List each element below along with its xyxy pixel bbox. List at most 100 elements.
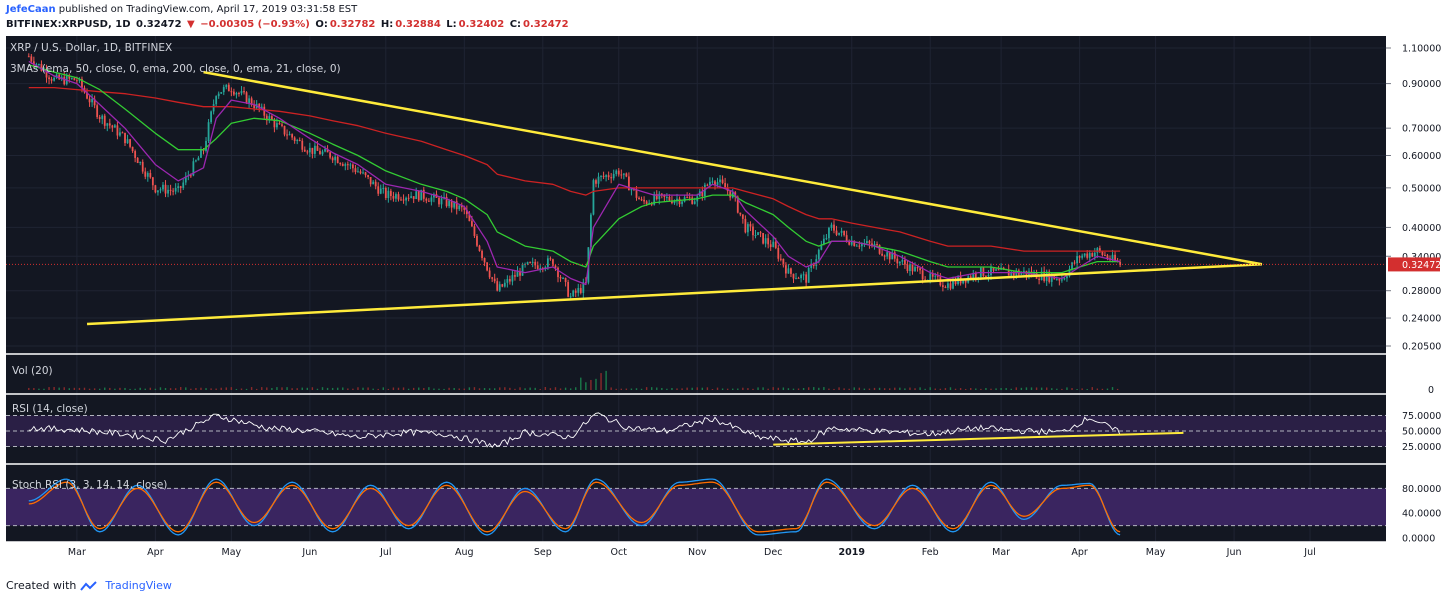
candle-body — [747, 224, 749, 233]
candle-body — [445, 196, 448, 207]
candle-body — [291, 134, 294, 138]
candle-body — [91, 98, 93, 103]
candle-body — [572, 290, 575, 297]
volume-bar — [919, 387, 921, 390]
candle-body — [807, 267, 810, 283]
stoch-tick-label: 80.0000 — [1402, 484, 1441, 495]
candle-body — [658, 193, 661, 200]
candle-body — [1114, 254, 1116, 261]
volume-bar — [706, 387, 709, 390]
chart-canvas[interactable]: XRP / U.S. Dollar, 1D, BITFINEX 3MAs (em… — [0, 36, 1450, 576]
candle-body — [521, 264, 524, 276]
candle-body — [369, 177, 372, 185]
price-tick-label: 0.50000 — [1402, 183, 1441, 194]
time-tick-label: Feb — [922, 547, 939, 558]
candle-body — [805, 274, 808, 283]
candle-body — [1020, 272, 1023, 275]
volume-bar — [797, 388, 800, 390]
candle-body — [1093, 252, 1096, 257]
tradingview-link[interactable]: TradingView — [105, 579, 172, 592]
candle-body — [610, 177, 613, 179]
candle-body — [574, 290, 577, 293]
volume-bar — [752, 388, 754, 390]
candle-body — [316, 145, 319, 151]
volume-bar — [767, 388, 769, 390]
candle-body — [86, 92, 88, 99]
volume-bar — [352, 388, 354, 390]
time-tick-label: Jun — [1226, 547, 1242, 558]
candle-body — [810, 263, 813, 268]
candle-body — [552, 259, 554, 266]
time-tick-label: Jul — [1303, 547, 1315, 558]
price-tick-label: 0.24000 — [1402, 314, 1441, 325]
candle-body — [301, 140, 304, 150]
candle-body — [217, 93, 220, 97]
symbol-label: BITFINEX:XRPUSD, 1D — [6, 19, 131, 30]
candle-body — [660, 193, 663, 195]
candle-body — [379, 188, 382, 194]
candle-body — [288, 134, 291, 136]
volume-bar — [1106, 388, 1109, 390]
candle-body — [362, 172, 364, 174]
volume-bar — [63, 387, 65, 390]
candle-body — [840, 230, 843, 233]
volume-bar — [402, 387, 405, 390]
author-name[interactable]: JefeCaan — [6, 4, 56, 15]
candle-body — [422, 189, 425, 199]
candle-body — [871, 243, 873, 246]
candle-body — [438, 197, 440, 205]
candle-body — [70, 78, 73, 80]
candle-body — [643, 199, 645, 202]
volume-bar — [509, 387, 511, 390]
candle-body — [620, 174, 623, 176]
candle-body — [210, 111, 213, 123]
volume-bar — [1096, 388, 1099, 390]
volume-bar — [382, 387, 384, 390]
price-tick-label: 0.90000 — [1402, 79, 1441, 90]
candle-body — [1076, 256, 1078, 264]
volume-bar — [1086, 388, 1088, 390]
candle-body — [346, 164, 349, 166]
price-pane — [6, 53, 1386, 326]
volume-bar — [473, 387, 476, 390]
candle-body — [795, 277, 797, 279]
volume-bar — [564, 387, 567, 390]
candle-body — [389, 190, 392, 197]
volume-bar — [863, 388, 866, 390]
volume-bar — [696, 387, 698, 390]
candle-body — [833, 224, 835, 231]
candle-body — [50, 79, 53, 81]
candle-body — [260, 106, 263, 109]
candle-body — [238, 92, 240, 94]
candle-body — [141, 161, 144, 172]
volume-bar — [853, 387, 855, 390]
volume-bar — [149, 387, 152, 390]
candle-body — [802, 274, 805, 276]
time-tick-label: May — [1146, 547, 1166, 558]
candle-body — [752, 226, 754, 236]
candle-body — [367, 175, 369, 178]
volume-bar — [483, 388, 486, 390]
volume-bar — [1061, 388, 1063, 390]
volume-bar — [671, 387, 673, 390]
candle-body — [68, 75, 71, 79]
volume-bar — [964, 388, 967, 390]
volume-bar — [873, 387, 876, 390]
candle-body — [119, 132, 121, 136]
candle-body — [729, 191, 732, 198]
candle-body — [787, 268, 790, 274]
candle-body — [790, 268, 792, 274]
candle-body — [648, 202, 651, 204]
candle-body — [458, 205, 461, 210]
time-tick-label: Nov — [688, 547, 707, 558]
volume-bar — [1025, 387, 1028, 390]
rsi-tick-label: 75.0000 — [1402, 411, 1441, 422]
volume-bar — [595, 378, 597, 390]
volume-bar — [904, 388, 906, 390]
candle-body — [564, 277, 567, 283]
volume-bar — [661, 387, 663, 390]
volume-bar — [331, 387, 334, 390]
stoch-tick-label: 40.0000 — [1402, 509, 1441, 520]
candle-body — [106, 123, 109, 126]
candle-body — [529, 262, 532, 264]
